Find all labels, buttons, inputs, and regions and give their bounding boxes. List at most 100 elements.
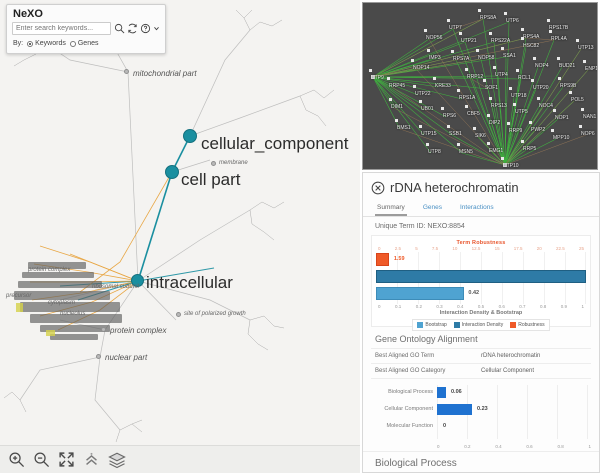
zoom-out-icon[interactable]	[33, 451, 50, 468]
go-category-label: Molecular Function	[386, 423, 433, 429]
collapse-icon[interactable]	[83, 451, 100, 468]
gene-node[interactable]	[451, 50, 454, 53]
chevron-down-icon[interactable]	[153, 24, 160, 33]
gene-node[interactable]	[459, 32, 462, 35]
tree-node-polarized-growth[interactable]	[176, 312, 181, 317]
search-icon[interactable]	[114, 23, 125, 34]
search-panel[interactable]: NeXO	[6, 4, 166, 54]
fit-to-screen-icon[interactable]	[58, 451, 75, 468]
gene-node[interactable]	[521, 28, 524, 31]
gene-node[interactable]	[441, 107, 444, 110]
gene-node[interactable]	[457, 143, 460, 146]
gene-node[interactable]	[501, 47, 504, 50]
gene-interaction-network[interactable]: UTP9 UTP7 RPS8A UTP6 RPS17B NOP56 UTP21 RPS22A R…	[362, 2, 598, 170]
tree-node-intracellular[interactable]	[131, 274, 144, 287]
gene-label: RRP9	[509, 128, 523, 134]
layers-icon[interactable]	[108, 451, 126, 469]
gene-node[interactable]	[487, 142, 490, 145]
gene-node[interactable]	[426, 143, 429, 146]
tab-summary[interactable]: Summary	[375, 202, 407, 216]
gene-node[interactable]	[501, 157, 504, 160]
gene-node[interactable]	[478, 9, 481, 12]
gene-node[interactable]	[583, 60, 586, 63]
legend-item-robustness[interactable]: Robustness	[510, 322, 545, 328]
tree-node-cellular-component[interactable]	[183, 129, 197, 143]
gene-node[interactable]	[558, 77, 561, 80]
tree-node-protein-complex[interactable]	[101, 327, 106, 332]
gene-node[interactable]	[521, 140, 524, 143]
gene-node[interactable]	[433, 77, 436, 80]
gene-node[interactable]	[369, 69, 372, 72]
tree-node-nuclear-part[interactable]	[96, 354, 101, 359]
panel-tabs[interactable]: Summary Genes Interactions	[363, 198, 599, 217]
gene-node[interactable]	[507, 122, 510, 125]
hierarchy-tree-view[interactable]: cellular_component cell part intracellul…	[0, 0, 360, 473]
gene-node[interactable]	[549, 30, 552, 33]
gene-node[interactable]	[509, 87, 512, 90]
gene-node[interactable]	[513, 103, 516, 106]
view-toolbar[interactable]	[0, 445, 360, 473]
gene-node[interactable]	[371, 75, 375, 79]
gene-node[interactable]	[557, 57, 560, 60]
radio-genes[interactable]: Genes	[69, 40, 98, 47]
gene-node[interactable]	[447, 19, 450, 22]
gene-node[interactable]	[447, 125, 450, 128]
gene-node[interactable]	[547, 19, 550, 22]
gene-node[interactable]	[465, 105, 468, 108]
gene-node[interactable]	[503, 163, 507, 167]
gene-node[interactable]	[487, 114, 490, 117]
tree-node-cell-part[interactable]	[165, 165, 179, 179]
tab-genes[interactable]: Genes	[422, 204, 442, 211]
gene-node[interactable]	[413, 85, 416, 88]
gene-node[interactable]	[489, 32, 492, 35]
axis-tick: 20	[536, 246, 542, 251]
radio-keywords[interactable]: Keywords	[27, 40, 66, 47]
legend-item-interaction-density[interactable]: Interaction Density	[453, 322, 503, 328]
gene-node[interactable]	[465, 68, 468, 71]
tree-node-mitochondrial-part[interactable]	[124, 69, 129, 74]
gene-node[interactable]	[581, 108, 584, 111]
term-info-panel[interactable]: rDNA heterochromatin Summary Genes Inter…	[362, 172, 600, 473]
help-icon[interactable]	[140, 23, 151, 34]
gene-node[interactable]	[395, 119, 398, 122]
gene-node[interactable]	[569, 91, 572, 94]
gene-node[interactable]	[387, 77, 390, 80]
gene-node[interactable]	[553, 109, 556, 112]
gene-label: UTP20	[533, 85, 549, 91]
gene-node[interactable]	[483, 79, 486, 82]
tree-node-membrane[interactable]	[211, 161, 216, 166]
gene-node[interactable]	[551, 129, 554, 132]
gene-node[interactable]	[419, 125, 422, 128]
gene-node[interactable]	[533, 57, 536, 60]
legend-item-bootstrap[interactable]: Bootstrap	[417, 322, 447, 328]
gene-node[interactable]	[411, 59, 414, 62]
gene-node[interactable]	[521, 37, 524, 40]
gene-node[interactable]	[529, 121, 532, 124]
refresh-icon[interactable]	[127, 23, 138, 34]
gene-node[interactable]	[531, 79, 534, 82]
gene-node[interactable]	[579, 125, 582, 128]
axis-tick: 0	[378, 246, 381, 251]
zoom-in-icon[interactable]	[8, 451, 25, 468]
gene-node[interactable]	[493, 66, 496, 69]
axis-tick: 10	[452, 246, 458, 251]
go-category-label: Biological Process	[388, 389, 433, 395]
close-circle-icon[interactable]	[371, 181, 385, 195]
tree-label-protein-complex: protein complex	[110, 326, 167, 335]
gene-node[interactable]	[419, 100, 422, 103]
gene-label: UTP8	[428, 149, 441, 155]
gene-node[interactable]	[576, 39, 579, 42]
gene-node[interactable]	[473, 127, 476, 130]
gene-node[interactable]	[504, 12, 507, 15]
gene-node[interactable]	[457, 89, 460, 92]
gene-node[interactable]	[424, 29, 427, 32]
tab-interactions[interactable]: Interactions	[459, 204, 494, 211]
axis-tick: 0	[437, 444, 440, 449]
gene-node[interactable]	[537, 97, 540, 100]
search-input[interactable]	[12, 22, 111, 35]
gene-node[interactable]	[427, 49, 430, 52]
gene-node[interactable]	[516, 69, 519, 72]
gene-node[interactable]	[476, 49, 479, 52]
gene-node[interactable]	[489, 97, 492, 100]
gene-node[interactable]	[389, 98, 392, 101]
